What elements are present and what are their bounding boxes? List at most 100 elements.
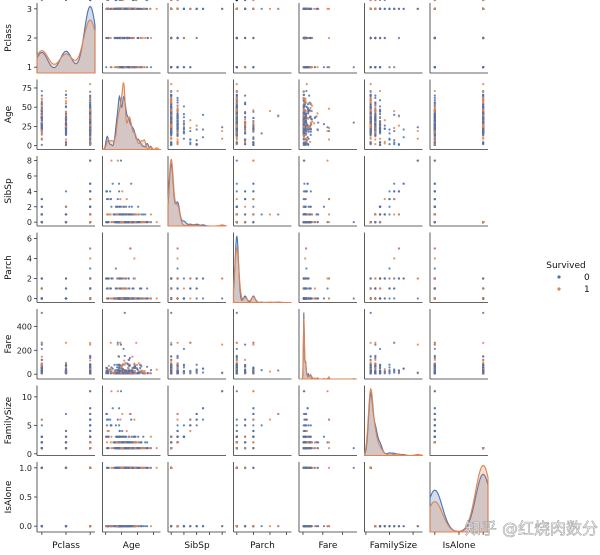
point (374, 123, 376, 125)
point (202, 8, 204, 10)
point (311, 66, 313, 68)
point (41, 138, 43, 140)
point (252, 130, 254, 132)
point (176, 105, 178, 107)
point (138, 66, 140, 68)
point (183, 131, 185, 133)
point (261, 132, 263, 134)
point (398, 8, 400, 10)
point (170, 66, 172, 68)
y-tick-label: 50 (22, 103, 32, 112)
y-tick-label: 0 (27, 142, 32, 151)
point (65, 128, 67, 130)
point (434, 8, 436, 10)
point (309, 116, 311, 118)
point (252, 138, 254, 140)
point (170, 131, 172, 133)
point (236, 66, 238, 68)
point (183, 128, 185, 130)
point (303, 37, 305, 39)
point (374, 138, 376, 140)
point (482, 8, 484, 10)
point (244, 111, 246, 113)
point (370, 124, 372, 126)
point (170, 104, 172, 106)
point (316, 112, 318, 114)
point (393, 66, 395, 68)
y-tick-label: 2 (27, 34, 32, 43)
point (384, 8, 386, 10)
point (393, 139, 395, 141)
point (133, 66, 135, 68)
point (328, 108, 330, 110)
point (176, 37, 178, 39)
point (303, 97, 305, 99)
point (269, 8, 271, 10)
point (305, 66, 307, 68)
point (379, 105, 381, 107)
panel-Pclass-vs-SibSp (168, 3, 226, 73)
point (122, 8, 124, 10)
point (236, 83, 238, 85)
point (388, 66, 390, 68)
point (176, 101, 178, 103)
point (379, 8, 381, 10)
point (417, 130, 419, 132)
point (236, 121, 238, 123)
point (156, 8, 158, 10)
point (244, 143, 246, 145)
point (189, 119, 191, 121)
point (305, 128, 307, 130)
point (105, 66, 107, 68)
point (370, 108, 372, 110)
point (65, 106, 67, 108)
point (65, 102, 67, 104)
point (370, 134, 372, 136)
point (309, 141, 311, 143)
point (379, 126, 381, 128)
point (374, 66, 376, 68)
point (370, 8, 372, 10)
point (307, 128, 309, 130)
point (122, 37, 124, 39)
point (176, 135, 178, 137)
point (176, 90, 178, 92)
point (370, 91, 372, 93)
kde-Age-survived-1 (103, 83, 161, 150)
point (244, 116, 246, 118)
point (305, 132, 307, 134)
point (183, 8, 185, 10)
point (308, 95, 310, 97)
point (308, 101, 310, 103)
point (316, 66, 318, 68)
point (126, 66, 128, 68)
point (309, 37, 311, 39)
point (374, 125, 376, 127)
point (370, 138, 372, 140)
point (310, 128, 312, 130)
point (176, 131, 178, 133)
point (374, 95, 376, 97)
point (379, 121, 381, 123)
point (115, 8, 117, 10)
point (41, 110, 43, 112)
y-tick-label: 25 (22, 122, 32, 131)
point (311, 105, 313, 107)
point (65, 118, 67, 120)
point (244, 66, 246, 68)
point (379, 99, 381, 101)
panel-Pclass-vs-FamilySize (365, 3, 423, 73)
point (89, 121, 91, 123)
point (303, 138, 305, 140)
point (252, 109, 254, 111)
point (236, 95, 238, 97)
point (434, 95, 436, 97)
point (117, 66, 119, 68)
panel-Age-vs-FamilySize (365, 80, 423, 150)
point (129, 8, 131, 10)
point (183, 124, 185, 126)
point (170, 83, 172, 85)
point (311, 121, 313, 123)
point (189, 141, 191, 143)
point (176, 141, 178, 143)
